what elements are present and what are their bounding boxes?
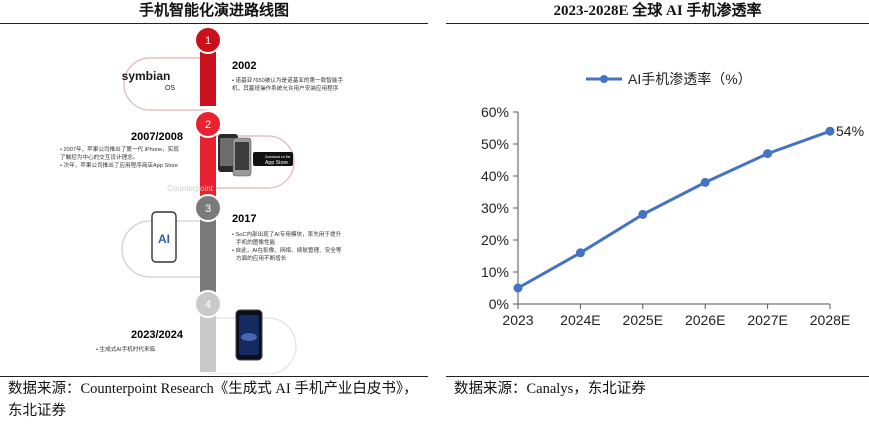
chart-source: 数据来源：Canalys，东北证券 (454, 381, 646, 397)
loop-outline-4 (208, 317, 297, 374)
genai-phone-image (235, 309, 263, 361)
desc-2017-line-3: • 自此，AI在影像、网络、续航管理、安全等 (232, 246, 342, 254)
svg-text:1: 1 (205, 35, 211, 47)
data-point (700, 177, 710, 187)
desc-2017-line-2: 手机的图像性能 (236, 238, 276, 246)
desc-2007-line-1: • 2007年，苹果公司推出了第一代 iPhone，实现 (60, 145, 179, 153)
x-tick-label: 2026E (685, 312, 725, 328)
y-tick-label: 20% (481, 232, 509, 248)
loop-outline-3 (121, 220, 208, 278)
desc-2017-line-4: 方面的应用不断增长 (236, 254, 287, 262)
desc-2002-line-2: 机，其塞班操作系统允许用户安装应用程序 (232, 84, 339, 92)
y-tick-label: 30% (481, 200, 509, 216)
desc-2023-line-1: • 生成式AI手机时代来临 (96, 345, 156, 353)
svg-text:3: 3 (205, 203, 211, 215)
series-line (517, 129, 831, 290)
timeline-bar-1 (200, 38, 216, 106)
symbian-logo: symbian (122, 69, 171, 83)
step-marker-3: 3 (194, 194, 222, 222)
timeline-bar-4 (200, 302, 216, 372)
x-tick-label: 2028E (810, 312, 850, 328)
roadmap-panel: 手机智能化演进路线图 1 2 3 4 symbian OS (0, 0, 428, 424)
desc-2007-line-2: 了触控为中心的交互设计理念。 (60, 153, 138, 161)
x-tick-label: 2027E (747, 312, 787, 328)
y-tick-label: 10% (481, 264, 509, 280)
desc-2007-line-3: • 次年，苹果公司推出了应用程序商店App Store (60, 161, 178, 169)
source-rule-right (446, 376, 869, 377)
data-label: 54% (836, 123, 864, 139)
roadmap-title: 手机智能化演进路线图 (138, 3, 289, 19)
ai-phone-label: AI (158, 232, 170, 246)
y-tick-label: 60% (481, 104, 509, 120)
first-iphone-image (218, 134, 252, 177)
symbian-os-label: OS (165, 85, 175, 92)
timeline-bar-3 (200, 208, 216, 294)
roadmap-source: 数据来源：Counterpoint Research《生成式 AI 手机产业白皮… (8, 381, 418, 419)
chart-panel: 2023-2028E 全球 AI 手机渗透率 AI手机渗透率（%） 0% 10% 2… (446, 0, 869, 424)
legend-label: AI手机渗透率（%） (628, 71, 752, 87)
svg-text:4: 4 (205, 299, 211, 311)
svg-text:App Store: App Store (265, 160, 288, 166)
loop-outline-2 (208, 135, 295, 189)
data-point (513, 283, 523, 293)
year-2023-2024: 2023/2024 (131, 329, 184, 341)
ai-phone-image: AI (151, 211, 177, 263)
step-marker-4: 4 (194, 290, 222, 318)
x-tick-label: 2024E (560, 312, 600, 328)
y-tick-label: 0% (489, 296, 509, 312)
source-rule-left (0, 376, 428, 377)
year-2002: 2002 (232, 60, 256, 72)
legend: AI手机渗透率（%） (586, 71, 752, 87)
step-marker-1: 1 (194, 26, 222, 54)
counterpoint-watermark: Counterpoint (167, 184, 214, 193)
x-tick-label: 2023 (502, 312, 533, 328)
svg-text:Download on the: Download on the (265, 155, 291, 159)
year-2017: 2017 (232, 213, 256, 225)
data-point (575, 248, 585, 258)
timeline-bar-2 (200, 122, 216, 202)
title-rule (0, 23, 428, 24)
roadmap-graphic: 1 2 3 4 symbian OS 2002 • 诺基亚7650被认为是诺基亚… (60, 26, 343, 374)
y-tick-label: 40% (481, 168, 509, 184)
data-point (825, 126, 835, 136)
y-tick-label: 50% (481, 136, 509, 152)
desc-2017-line-1: • SoC内部出现了AI专用模块，率先用于提升 (232, 230, 342, 238)
x-tick-label: 2025E (623, 312, 663, 328)
year-2007-2008: 2007/2008 (131, 131, 183, 143)
step-marker-2: 2 (194, 110, 222, 138)
app-store-badge-icon: Download on the App Store (253, 152, 293, 166)
svg-text:2: 2 (205, 119, 211, 131)
legend-marker (600, 75, 608, 83)
chart-title: 2023-2028E 全球 AI 手机渗透率 (553, 3, 762, 19)
data-point (763, 149, 773, 159)
penetration-line-chart: AI手机渗透率（%） 0% 10% 20% 30% 40% 50% 60% 2023 2024E… (481, 71, 864, 328)
chart-title-rule (446, 23, 869, 24)
data-point (638, 209, 648, 219)
loop-outline-1 (123, 57, 208, 111)
desc-2002-line-1: • 诺基亚7650被认为是诺基亚的第一款智能手 (232, 76, 343, 84)
